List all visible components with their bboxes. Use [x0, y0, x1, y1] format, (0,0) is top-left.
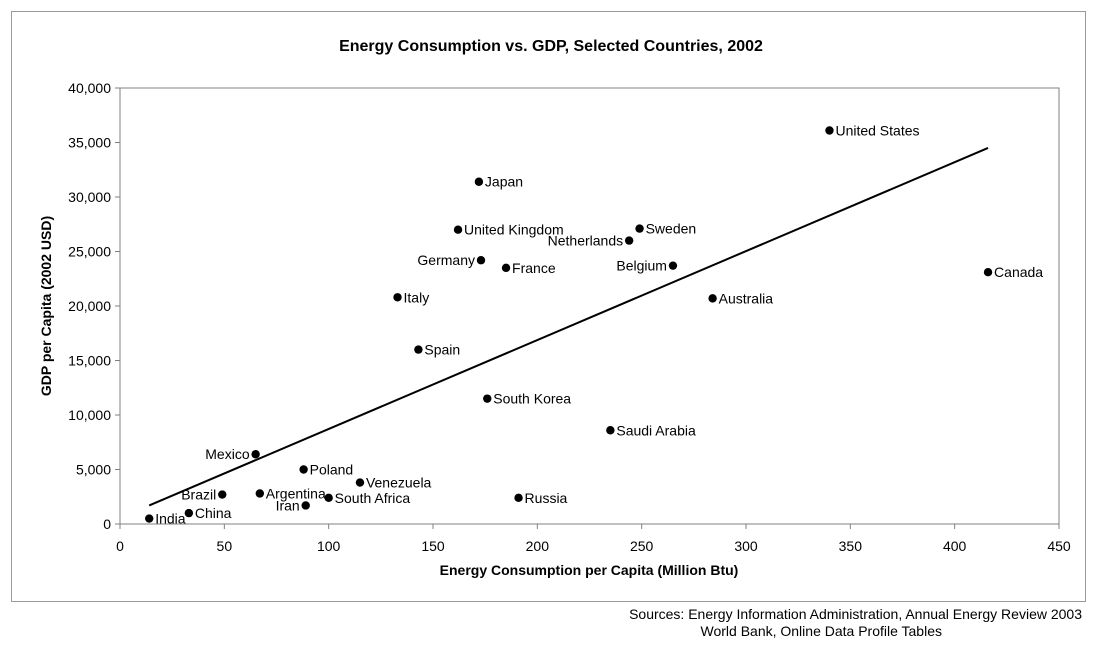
point-united-kingdom	[453, 225, 463, 234]
point-label-india: India	[155, 511, 186, 527]
point-poland	[299, 465, 308, 474]
source-line-1: Sources: Energy Information Administrati…	[629, 606, 1082, 622]
point-venezuela	[355, 478, 365, 487]
chart-frame: Energy Consumption vs. GDP, Selected Cou…	[11, 11, 1086, 602]
y-tick-label: 40,000	[68, 80, 111, 96]
point-label-united-kingdom: United Kingdom	[464, 222, 564, 238]
point-spain	[414, 345, 423, 354]
y-tick-label: 5,000	[76, 462, 111, 478]
point-label-italy: Italy	[404, 289, 430, 305]
point-argentina	[255, 489, 265, 498]
point-label-france: France	[512, 260, 556, 276]
point-mexico	[251, 450, 260, 459]
y-axis-label: GDP per Capita (2002 USD)	[38, 216, 54, 396]
point-label-venezuela: Venezuela	[366, 475, 432, 491]
point-russia	[514, 493, 523, 503]
point-south-korea	[483, 394, 492, 403]
x-tick-label: 350	[839, 538, 863, 554]
point-label-argentina: Argentina	[266, 485, 326, 501]
point-india	[145, 514, 154, 523]
point-saudi-arabia	[606, 426, 615, 435]
point-label-japan: Japan	[485, 174, 523, 190]
point-iran	[301, 501, 310, 510]
point-belgium	[668, 261, 678, 270]
point-label-south-africa: South Africa	[335, 490, 411, 506]
point-label-belgium: Belgium	[616, 258, 667, 274]
y-tick-label: 10,000	[68, 407, 111, 423]
y-tick-label: 35,000	[68, 135, 111, 151]
point-label-china: China	[195, 505, 232, 521]
y-tick-label: 20,000	[68, 298, 111, 314]
point-label-iran: Iran	[276, 497, 300, 513]
x-axis-label: Energy Consumption per Capita (Million B…	[440, 562, 739, 578]
point-label-mexico: Mexico	[205, 446, 250, 462]
x-tick-label: 0	[116, 538, 124, 554]
point-label-germany: Germany	[417, 252, 475, 268]
x-tick-label: 50	[217, 538, 233, 554]
point-label-south-korea: South Korea	[493, 391, 571, 407]
y-tick-label: 15,000	[68, 353, 111, 369]
x-tick-label: 250	[630, 538, 654, 554]
point-label-spain: Spain	[424, 342, 460, 358]
trendline-group	[148, 147, 989, 507]
trendline	[148, 147, 989, 507]
source-line-2: World Bank, Online Data Profile Tables	[700, 623, 943, 639]
point-sweden	[635, 224, 644, 233]
chart-title: Energy Consumption vs. GDP, Selected Cou…	[339, 38, 763, 55]
point-japan	[474, 177, 484, 186]
x-tick-label: 300	[734, 538, 758, 554]
x-tick-label: 200	[526, 538, 550, 554]
point-label-netherlands: Netherlands	[548, 233, 624, 249]
x-tick-label: 150	[421, 538, 445, 554]
x-tick-label: 100	[317, 538, 341, 554]
point-canada	[983, 268, 993, 277]
point-netherlands	[624, 236, 634, 245]
point-label-australia: Australia	[719, 290, 774, 306]
point-china	[184, 508, 194, 518]
y-axis-ticks: 0 5,000 10,000 15,000 20,000 25,000 30,000 35,0…	[68, 80, 120, 532]
data-points: United States Japan United Kingdom Sweden Ne…	[145, 123, 1043, 527]
point-france	[501, 263, 511, 273]
point-label-sweden: Sweden	[646, 221, 697, 237]
point-label-brazil: Brazil	[181, 487, 216, 503]
scatter-chart: Energy Consumption vs. GDP, Selected Cou…	[38, 38, 1071, 578]
x-tick-label: 450	[1047, 538, 1071, 554]
point-germany	[476, 256, 486, 265]
x-axis-ticks: 0 50 100 150 200 250 300 350 400 450	[116, 524, 1071, 554]
point-label-canada: Canada	[994, 264, 1043, 280]
point-united-states	[825, 126, 834, 135]
point-label-saudi-arabia: Saudi Arabia	[616, 422, 696, 438]
point-label-united-states: United States	[835, 123, 919, 139]
point-south-africa	[324, 493, 333, 503]
y-tick-label: 30,000	[68, 189, 111, 205]
y-tick-label: 0	[103, 516, 111, 532]
x-tick-label: 400	[943, 538, 967, 554]
point-australia	[708, 294, 717, 303]
point-label-russia: Russia	[525, 490, 568, 506]
point-italy	[393, 293, 402, 302]
y-tick-label: 25,000	[68, 244, 111, 260]
point-brazil	[218, 490, 227, 499]
point-label-poland: Poland	[310, 462, 354, 478]
